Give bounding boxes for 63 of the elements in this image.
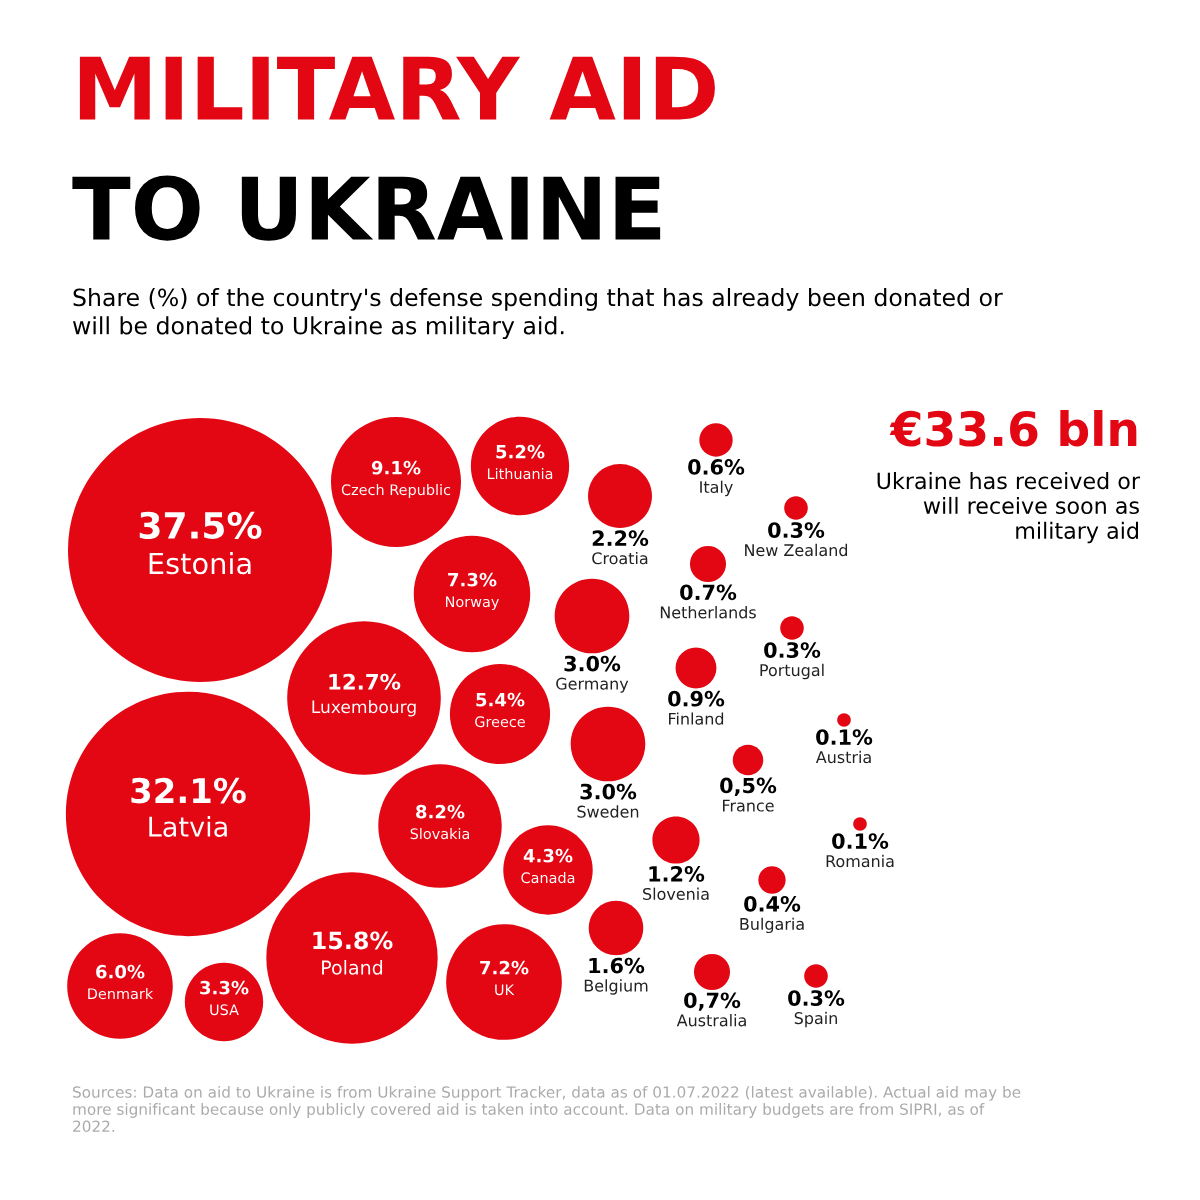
category-label: Netherlands [660, 606, 756, 619]
data-label: 0.3% [764, 642, 821, 658]
category-label: Germany [556, 677, 629, 693]
text: MILITARY AID TO UKRAINE [72, 56, 715, 241]
data-label: 0.4% [744, 896, 801, 912]
category-label: Lithuania [487, 468, 553, 480]
category-label: Norway [446, 596, 499, 610]
data-label: 9.1% [371, 460, 421, 475]
text: €33.6 bln [889, 410, 1137, 447]
data-label: 1.6% [589, 957, 645, 974]
data-label: 0.9% [668, 690, 725, 707]
text: Share (%) of the country's defense spending that has already been donated or will be donated to Ukraine as military aid. [72, 288, 1003, 340]
source-note: Sources: Data on aid to Ukraine is from Ukraine Support Tracker, data as of 01.07.2022 (latest available). Actual aid may be more significant because only publicly covered aid is taken into account. Data on military budgets are from SIPRI, as of 2022. [73, 1086, 1021, 1133]
data-label: 0.3% [788, 990, 845, 1006]
category-label: Australia [676, 1014, 746, 1027]
category-label: Romania [826, 854, 894, 868]
data-label: 37.5% [139, 511, 262, 539]
data-label: 15.8% [313, 931, 393, 950]
data-label: 0.6% [688, 459, 745, 475]
category-label: Slovakia [410, 828, 470, 840]
data-label: 8.2% [416, 804, 465, 819]
data-label: 2.2% [592, 530, 649, 547]
category-label: Slovenia [643, 887, 709, 900]
category-label: Finland [669, 712, 724, 725]
category-label: Estonia [149, 552, 251, 575]
data-label: 0.7% [680, 584, 737, 601]
category-label: Belgium [584, 979, 648, 995]
data-label: 3.0% [580, 783, 637, 800]
data-label: 0.1% [816, 729, 873, 745]
category-label: New Zealand [745, 543, 848, 557]
category-label: Austria [815, 750, 871, 764]
data-label: 0.3% [768, 522, 825, 538]
category-label: France [723, 799, 774, 812]
data-label: 0,7% [684, 992, 741, 1011]
data-label: 7.2% [480, 960, 529, 975]
category-label: Czech Republic [341, 484, 451, 498]
data-label: 3.0% [564, 655, 621, 672]
category-label: Canada [521, 872, 575, 884]
data-label: 4.3% [523, 848, 573, 863]
category-label: Luxembourg [312, 700, 416, 717]
text: Ukraine has received or will receive soon as military aid [877, 472, 1140, 544]
data-label: 3.3% [200, 980, 249, 995]
category-label: Italy [700, 480, 733, 497]
data-label: 0.1% [832, 833, 889, 849]
data-label: 0,5% [720, 777, 777, 797]
category-label: UK [495, 984, 515, 996]
category-label: Bulgaria [740, 917, 804, 934]
category-label: Croatia [592, 551, 648, 565]
category-label: Spain [794, 1011, 837, 1028]
data-label: 5.4% [476, 692, 525, 707]
data-label: 32.1% [131, 777, 246, 804]
category-label: Poland [322, 960, 383, 975]
category-label: Latvia [149, 816, 227, 838]
category-label: Denmark [88, 988, 154, 1000]
category-label: Greece [475, 716, 525, 728]
category-label: Sweden [577, 805, 639, 818]
data-label: 5.2% [496, 444, 545, 459]
category-label: USA [210, 1004, 239, 1016]
data-label: 6.0% [96, 964, 145, 979]
data-label: 1.2% [649, 865, 705, 882]
category-label: Portugal [760, 663, 824, 680]
data-label: 12.7% [329, 673, 401, 690]
data-label: 7.3% [448, 572, 497, 587]
